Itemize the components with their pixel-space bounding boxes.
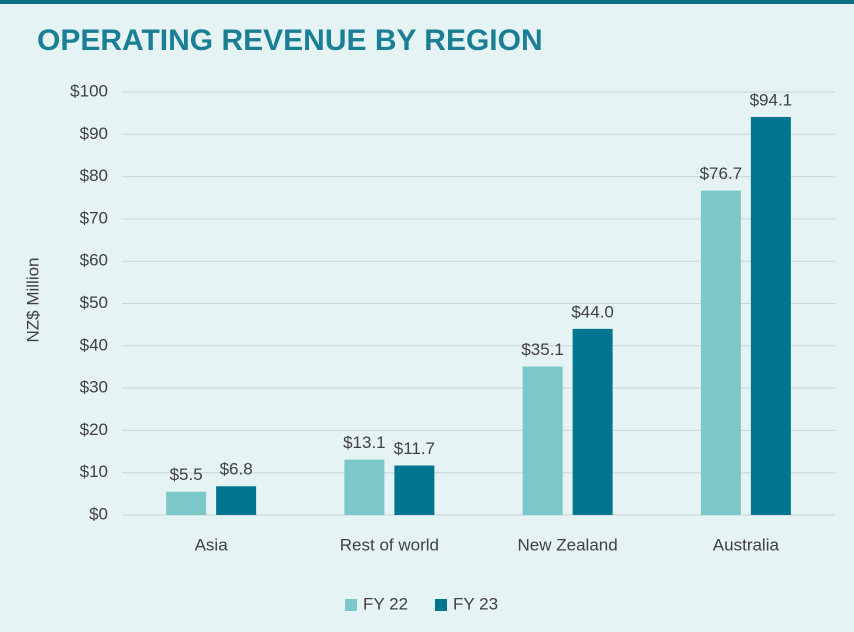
value-label: $35.1 — [521, 340, 564, 359]
chart-title: OPERATING REVENUE BY REGION — [37, 24, 543, 57]
y-tick-label: $70 — [80, 208, 108, 227]
bar — [750, 116, 791, 515]
value-label: $94.1 — [750, 90, 793, 109]
y-tick-label: $0 — [89, 504, 108, 523]
x-tick-label: New Zealand — [518, 535, 618, 554]
y-tick-label: $40 — [80, 335, 108, 354]
x-tick-label: Australia — [713, 535, 780, 554]
value-label: $76.7 — [700, 164, 743, 183]
y-tick-label: $20 — [80, 420, 108, 439]
x-tick-label: Asia — [195, 535, 229, 554]
bar — [216, 486, 257, 515]
y-tick-label: $50 — [80, 293, 108, 312]
bar — [700, 190, 741, 515]
bar — [394, 465, 435, 515]
y-tick-label: $80 — [80, 166, 108, 185]
y-tick-label: $90 — [80, 124, 108, 143]
y-tick-label: $100 — [70, 81, 108, 100]
x-tick-label: Rest of world — [340, 535, 439, 554]
value-label: $11.7 — [394, 439, 435, 458]
y-axis-label: NZ$ Million — [23, 257, 42, 342]
value-label: $13.1 — [343, 433, 386, 452]
bar — [344, 459, 385, 515]
y-tick-label: $30 — [80, 378, 108, 397]
bar — [522, 366, 563, 515]
top-border — [0, 0, 854, 4]
y-tick-label: $60 — [80, 251, 108, 270]
bar — [572, 328, 613, 515]
value-label: $5.5 — [170, 465, 203, 484]
bar — [166, 491, 207, 515]
legend-label: FY 22 — [363, 594, 408, 613]
value-label: $6.8 — [220, 460, 253, 479]
legend-swatch — [345, 599, 357, 611]
value-label: $44.0 — [571, 302, 614, 321]
y-tick-label: $10 — [80, 462, 108, 481]
legend-swatch — [435, 599, 447, 611]
legend-label: FY 23 — [453, 594, 498, 613]
